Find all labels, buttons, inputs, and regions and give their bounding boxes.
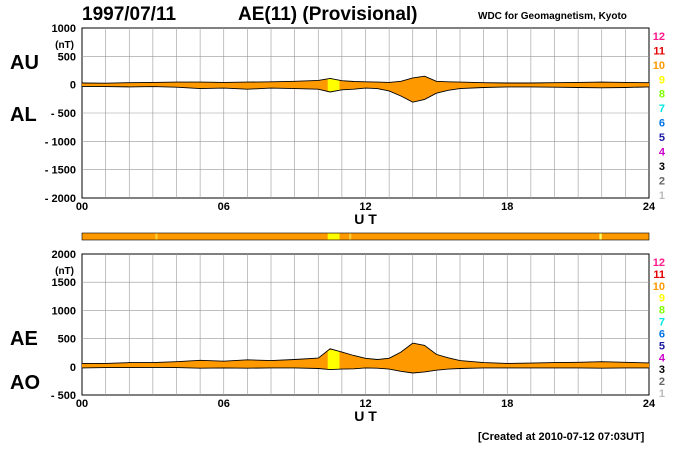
au-al-legend-level: 8 xyxy=(659,89,665,101)
ao-side-label: AO xyxy=(10,372,40,394)
au-al-y-tick-label: - 2000 xyxy=(45,193,76,205)
ae-ao-legend-level: 10 xyxy=(653,281,665,293)
ae-ao-x-tick-label: 12 xyxy=(359,398,371,410)
ae-ao-legend-level: 6 xyxy=(659,328,665,340)
ae-ao-y-tick-label: 0 xyxy=(70,362,76,374)
au-al-y-tick-label: 1000 xyxy=(52,23,76,35)
ae-ao-highlight-band xyxy=(327,349,340,370)
ae-ao-x-axis-label: U T xyxy=(354,408,377,424)
ae-ao-y-tick-label: 1000 xyxy=(52,305,76,317)
ae-ao-legend-level: 2 xyxy=(659,376,665,388)
au-al-al-line xyxy=(81,85,650,103)
ae-ao-x-tick-label: 00 xyxy=(76,398,88,410)
status-bar xyxy=(81,232,650,241)
ae-ao-legend-level: 8 xyxy=(659,305,665,317)
au-al-legend-level: 5 xyxy=(659,132,665,144)
au-al-legend-level: 12 xyxy=(653,31,665,43)
ae-ao-x-tick-label: 18 xyxy=(501,398,513,410)
ae-ao-y-tick-label: 2000 xyxy=(52,249,76,261)
ae-ao-y-tick-label: - 500 xyxy=(51,390,76,402)
au-al-x-tick-label: 00 xyxy=(76,201,88,213)
au-al-unit-label: (nT) xyxy=(55,40,74,51)
au-al-y-tick-label: 500 xyxy=(58,51,76,63)
au-al-x-tick-label: 24 xyxy=(643,201,656,213)
ae-ao-unit-label: (nT) xyxy=(55,266,74,277)
au-al-legend-level: 1 xyxy=(659,190,665,202)
ae-ao-legend-level: 7 xyxy=(659,317,665,329)
ae-ao-y-tick-label: 500 xyxy=(58,334,76,346)
ae-ao-legend-level: 5 xyxy=(659,340,665,352)
au-al-x-tick-label: 18 xyxy=(501,201,513,213)
au-al-x-tick-label: 12 xyxy=(359,201,371,213)
chart-title: AE(11) (Provisional) xyxy=(238,4,418,25)
ae-ao-legend-level: 12 xyxy=(653,257,665,269)
au-al-y-tick-label: - 500 xyxy=(51,108,76,120)
au-al-legend-level: 11 xyxy=(653,45,665,57)
status-bar-segment xyxy=(599,233,602,240)
au-al-y-tick-label: - 1000 xyxy=(45,136,76,148)
au-side-label: AU xyxy=(10,52,39,74)
au-al-x-axis-label: U T xyxy=(354,211,377,227)
au-al-legend-level: 7 xyxy=(659,103,665,115)
au-al-legend-level: 2 xyxy=(659,175,665,187)
au-al-legend-level: 9 xyxy=(659,74,665,86)
status-bar-segment xyxy=(348,233,352,240)
ae-ao-area-fill xyxy=(82,343,649,373)
status-bar-segment xyxy=(155,233,158,240)
au-al-legend-level: 4 xyxy=(659,146,666,158)
au-al-au-line xyxy=(81,75,650,84)
al-side-label: AL xyxy=(10,104,37,126)
au-al-x-tick-label: 06 xyxy=(218,201,230,213)
au-al-legend-level: 10 xyxy=(653,60,665,72)
ae-ao-ae-line xyxy=(82,342,650,364)
ae-ao-legend-level: 3 xyxy=(659,364,665,376)
au-al-legend-level: 3 xyxy=(659,161,665,173)
ae-ao-y-tick-label: 1500 xyxy=(52,277,76,289)
ae-ao-legend-level: 4 xyxy=(659,352,666,364)
ae-ao-legend-level: 1 xyxy=(659,388,665,400)
au-al-y-tick-label: - 1500 xyxy=(45,165,76,177)
chart-date: 1997/07/11 xyxy=(82,4,177,25)
status-bar-segment xyxy=(327,233,340,240)
ae-ao-ao-line xyxy=(81,366,649,374)
created-timestamp: [Created at 2010-07-12 07:03UT] xyxy=(478,431,645,443)
ae-ao-x-tick-label: 06 xyxy=(218,398,230,410)
au-al-highlight-band xyxy=(327,78,340,92)
ae-side-label: AE xyxy=(10,328,38,350)
au-al-y-tick-label: 0 xyxy=(70,80,76,92)
ae-ao-x-tick-label: 24 xyxy=(643,398,656,410)
au-al-legend-level: 6 xyxy=(659,118,665,130)
organization-label: WDC for Geomagnetism, Kyoto xyxy=(478,11,627,22)
ae-ao-legend-level: 11 xyxy=(653,269,665,281)
ae-ao-legend-level: 9 xyxy=(659,293,665,305)
